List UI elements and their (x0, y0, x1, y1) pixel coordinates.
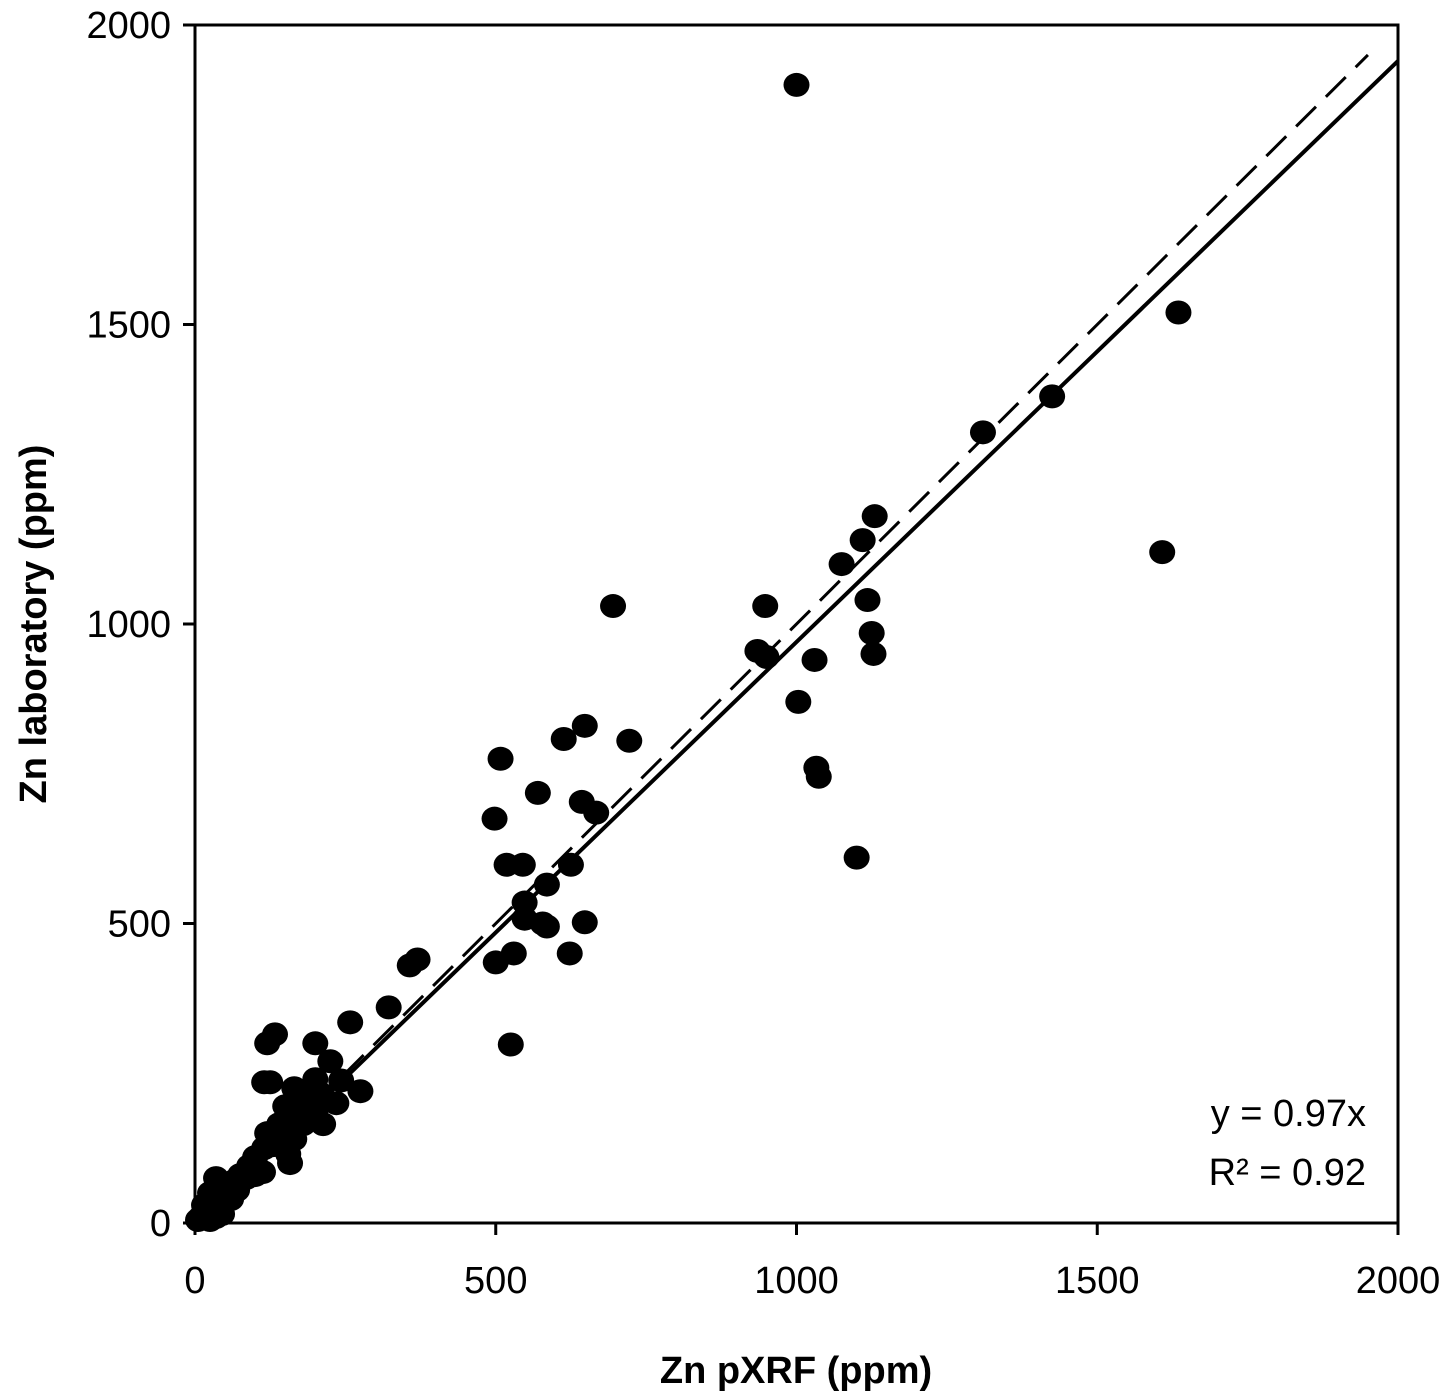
data-point (858, 620, 885, 645)
data-point (302, 1031, 329, 1056)
data-point (600, 594, 627, 619)
y-tick-label: 500 (108, 904, 171, 946)
data-point (482, 950, 509, 975)
data-point (828, 552, 855, 577)
data-point (969, 420, 996, 445)
y-tick-label: 1000 (86, 604, 171, 646)
data-point (550, 727, 577, 752)
data-point (860, 641, 887, 666)
data-point (1039, 384, 1066, 409)
r-squared-annotation: R² = 0.92 (1209, 1152, 1366, 1194)
data-point (616, 728, 643, 753)
data-point (533, 872, 560, 897)
data-point (257, 1070, 284, 1095)
data-point (849, 528, 876, 553)
identity-line-dashed (193, 53, 1369, 1225)
data-point (533, 914, 560, 939)
data-point (571, 713, 598, 738)
data-point (1149, 540, 1176, 565)
x-tick-label: 1500 (1055, 1260, 1140, 1302)
data-point (783, 72, 810, 97)
data-point (753, 644, 780, 669)
data-point (785, 689, 812, 714)
data-point (801, 647, 828, 672)
data-point (269, 1121, 296, 1146)
y-axis-title: Zn laboratory (ppm) (13, 445, 55, 804)
data-point (583, 800, 610, 825)
data-point (277, 1151, 304, 1176)
data-point (308, 1082, 335, 1107)
data-point (843, 845, 870, 870)
data-point (254, 1031, 281, 1056)
data-point (854, 588, 881, 613)
data-point (571, 910, 598, 935)
data-point (752, 594, 779, 619)
regression-line (193, 59, 1400, 1225)
equation-annotation: y = 0.97x (1211, 1093, 1366, 1135)
data-point (242, 1163, 269, 1188)
data-point (375, 995, 402, 1020)
data-point (481, 806, 508, 831)
data-point (509, 852, 536, 877)
data-point (524, 780, 551, 805)
data-point (557, 852, 584, 877)
data-point (556, 941, 583, 966)
x-tick-label: 500 (464, 1260, 527, 1302)
data-point (310, 1112, 337, 1137)
data-point (396, 953, 423, 978)
y-tick-label: 0 (150, 1203, 171, 1245)
data-point (487, 746, 514, 771)
fit-lines (193, 53, 1400, 1225)
data-point (337, 1010, 364, 1035)
x-tick-label: 2000 (1356, 1260, 1441, 1302)
data-point (805, 764, 832, 789)
y-tick-label: 1500 (86, 305, 171, 347)
data-point (861, 504, 888, 529)
y-tick-label: 2000 (86, 5, 171, 47)
data-point (1165, 300, 1192, 325)
data-point (347, 1079, 374, 1104)
data-point (317, 1049, 344, 1074)
x-tick-label: 1000 (754, 1260, 839, 1302)
axis-ticks: 0 500 1000 1500 2000 0 500 1000 1500 2000 (86, 5, 1440, 1302)
data-point (497, 1032, 524, 1057)
x-tick-label: 0 (184, 1260, 205, 1302)
data-point (203, 1205, 230, 1230)
x-axis-title: Zn pXRF (ppm) (660, 1350, 932, 1392)
data-point (328, 1068, 355, 1093)
data-points (185, 72, 1192, 1233)
